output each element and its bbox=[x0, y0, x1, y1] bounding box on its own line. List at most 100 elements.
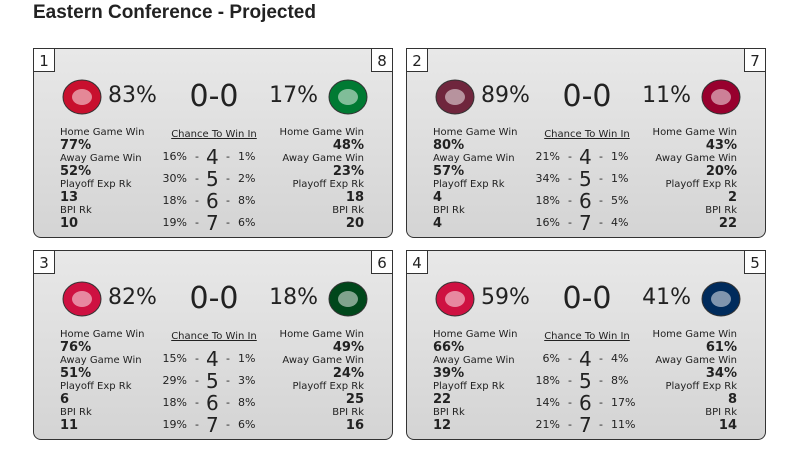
stat-value: 25 bbox=[345, 392, 364, 407]
stat-label: BPI Rk bbox=[705, 205, 737, 216]
stat-label: BPI Rk bbox=[332, 205, 364, 216]
stat-label: Away Game Win bbox=[282, 153, 364, 164]
game-left-pct: 21% bbox=[535, 150, 560, 163]
seed-right: 7 bbox=[744, 48, 766, 72]
stat-value: 20 bbox=[345, 216, 364, 231]
stat-label: Playoff Exp Rk bbox=[433, 381, 505, 392]
stat-label: Home Game Win bbox=[60, 127, 145, 138]
separator: - bbox=[226, 216, 230, 229]
separator: - bbox=[568, 150, 572, 163]
logo-graphic bbox=[328, 281, 368, 317]
separator: - bbox=[599, 150, 603, 163]
separator: - bbox=[599, 194, 603, 207]
game-left-pct: 14% bbox=[535, 396, 560, 409]
separator: - bbox=[568, 352, 572, 365]
right-win-pct: 18% bbox=[269, 285, 318, 310]
game-left-pct: 18% bbox=[162, 396, 187, 409]
game-right-pct: 4% bbox=[611, 352, 629, 365]
separator: - bbox=[226, 396, 230, 409]
separator: - bbox=[599, 216, 603, 229]
game-right-pct: 1% bbox=[238, 150, 256, 163]
game-number: 4 bbox=[579, 145, 592, 169]
team-logo bbox=[60, 279, 104, 319]
separator: - bbox=[568, 216, 572, 229]
game-number: 5 bbox=[579, 167, 592, 191]
stat-label: Away Game Win bbox=[655, 355, 737, 366]
stat-label: Home Game Win bbox=[279, 329, 364, 340]
series-score: 0-0 bbox=[189, 281, 239, 316]
left-win-pct: 83% bbox=[108, 83, 157, 108]
team-logo bbox=[699, 279, 743, 319]
separator: - bbox=[226, 352, 230, 365]
game-number: 7 bbox=[579, 211, 592, 235]
stat-label: Away Game Win bbox=[60, 153, 142, 164]
game-left-pct: 18% bbox=[535, 374, 560, 387]
stat-value: 12 bbox=[433, 418, 452, 433]
game-left-pct: 21% bbox=[535, 418, 560, 431]
separator: - bbox=[599, 374, 603, 387]
game-number: 5 bbox=[579, 369, 592, 393]
game-number: 6 bbox=[206, 391, 219, 415]
stat-value: 80% bbox=[433, 138, 465, 153]
seed-right: 8 bbox=[371, 48, 393, 72]
game-right-pct: 1% bbox=[611, 172, 629, 185]
logo-graphic bbox=[701, 79, 741, 115]
game-number: 7 bbox=[206, 413, 219, 437]
matchup-card: 2 7 89% 11% 0-0 Chance To Win In Home Game Win… bbox=[406, 48, 766, 238]
separator: - bbox=[195, 396, 199, 409]
game-number: 7 bbox=[579, 413, 592, 437]
separator: - bbox=[195, 172, 199, 185]
matchup-card: 4 5 59% 41% 0-0 Chance To Win In Home Game Win… bbox=[406, 250, 766, 440]
stat-value: 14 bbox=[718, 418, 737, 433]
page-title: Eastern Conference - Projected bbox=[33, 2, 316, 23]
stat-label: Home Game Win bbox=[652, 329, 737, 340]
game-right-pct: 6% bbox=[238, 418, 256, 431]
game-right-pct: 1% bbox=[611, 150, 629, 163]
stat-value: 57% bbox=[433, 164, 465, 179]
stat-label: Home Game Win bbox=[433, 329, 518, 340]
game-right-pct: 8% bbox=[238, 396, 256, 409]
stat-value: 8 bbox=[727, 392, 737, 407]
game-left-pct: 30% bbox=[162, 172, 187, 185]
matchup-card: 3 6 82% 18% 0-0 Chance To Win In Home Game Win… bbox=[33, 250, 393, 440]
logo-graphic bbox=[701, 281, 741, 317]
logo-graphic bbox=[62, 281, 102, 317]
stat-value: 76% bbox=[60, 340, 92, 355]
separator: - bbox=[568, 374, 572, 387]
game-right-pct: 2% bbox=[238, 172, 256, 185]
game-left-pct: 16% bbox=[162, 150, 187, 163]
stat-value: 23% bbox=[332, 164, 364, 179]
stat-value: 43% bbox=[705, 138, 737, 153]
seed-left: 2 bbox=[406, 48, 428, 72]
stat-label: Away Game Win bbox=[60, 355, 142, 366]
stat-label: Playoff Exp Rk bbox=[292, 381, 364, 392]
stat-label: Playoff Exp Rk bbox=[60, 381, 132, 392]
separator: - bbox=[568, 396, 572, 409]
game-right-pct: 5% bbox=[611, 194, 629, 207]
team-logo bbox=[433, 279, 477, 319]
stat-label: Home Game Win bbox=[60, 329, 145, 340]
separator: - bbox=[195, 216, 199, 229]
game-left-pct: 34% bbox=[535, 172, 560, 185]
left-win-pct: 59% bbox=[481, 285, 530, 310]
logo-graphic bbox=[62, 79, 102, 115]
team-logo bbox=[326, 77, 370, 117]
stat-label: Away Game Win bbox=[433, 355, 515, 366]
stat-value: 77% bbox=[60, 138, 92, 153]
game-right-pct: 1% bbox=[238, 352, 256, 365]
stat-label: Home Game Win bbox=[279, 127, 364, 138]
stat-value: 66% bbox=[433, 340, 465, 355]
game-number: 6 bbox=[206, 189, 219, 213]
separator: - bbox=[568, 418, 572, 431]
stat-value: 22 bbox=[433, 392, 452, 407]
logo-graphic bbox=[328, 79, 368, 115]
stat-label: Playoff Exp Rk bbox=[433, 179, 505, 190]
logo-graphic bbox=[435, 79, 475, 115]
left-win-pct: 89% bbox=[481, 83, 530, 108]
stat-value: 4 bbox=[433, 216, 443, 231]
seed-right: 6 bbox=[371, 250, 393, 274]
game-number: 4 bbox=[579, 347, 592, 371]
chance-header: Chance To Win In bbox=[171, 129, 257, 140]
game-number: 5 bbox=[206, 167, 219, 191]
stat-value: 61% bbox=[705, 340, 737, 355]
